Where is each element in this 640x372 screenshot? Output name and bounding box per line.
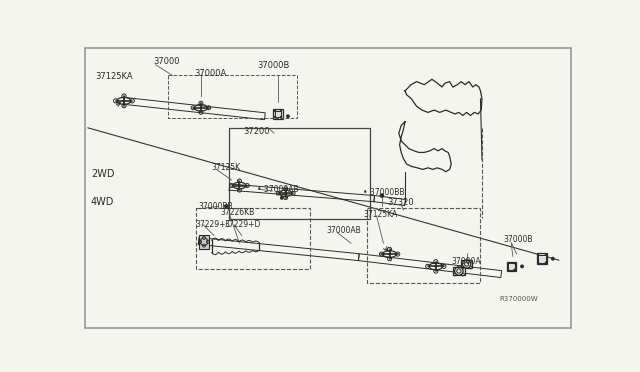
Bar [508,263,515,270]
Text: 37229+C: 37229+C [196,219,231,228]
Ellipse shape [123,99,125,102]
Text: 2WD: 2WD [91,169,115,179]
Text: 37000B: 37000B [257,61,289,70]
Ellipse shape [286,114,290,118]
Polygon shape [374,196,405,206]
Text: 37000A: 37000A [451,257,481,266]
Text: 37229+D: 37229+D [224,219,260,228]
Text: 4WD: 4WD [91,197,114,207]
Text: 37226KB: 37226KB [220,208,255,217]
Ellipse shape [545,262,547,264]
Bar [506,262,516,271]
Ellipse shape [380,193,384,198]
Bar [537,253,547,264]
Ellipse shape [507,262,509,264]
Ellipse shape [507,269,509,271]
Bar [538,255,546,263]
Bar [453,267,465,275]
Text: 37320: 37320 [387,198,414,207]
Text: 37000BB: 37000BB [198,202,233,211]
Ellipse shape [545,254,547,256]
Text: 37125KA: 37125KA [364,209,397,218]
Polygon shape [358,254,502,278]
Ellipse shape [520,264,524,268]
Ellipse shape [537,254,540,256]
Text: • 37000AB: • 37000AB [257,185,299,194]
Ellipse shape [513,269,516,271]
Ellipse shape [274,116,276,118]
Text: • 37000BB: • 37000BB [363,188,404,197]
Text: 37000: 37000 [153,57,180,66]
Ellipse shape [274,110,276,112]
Bar [273,109,282,119]
Bar [461,260,472,268]
Ellipse shape [284,192,287,195]
Ellipse shape [224,204,228,209]
Text: 37000A: 37000A [194,70,227,78]
Ellipse shape [280,116,282,118]
Polygon shape [198,238,359,261]
Bar [168,76,297,118]
Bar [196,208,310,269]
Bar [230,128,369,219]
Text: 37000AB: 37000AB [326,227,361,235]
Bar [367,208,481,283]
Ellipse shape [513,262,516,264]
Ellipse shape [388,253,391,256]
Ellipse shape [280,110,282,112]
Bar [198,235,209,249]
Text: 37125K: 37125K [211,163,240,172]
Ellipse shape [537,262,540,264]
Polygon shape [124,97,265,120]
Ellipse shape [435,265,437,268]
Bar [275,110,281,117]
Ellipse shape [238,184,241,187]
Ellipse shape [280,196,284,200]
Text: 37000B: 37000B [504,235,533,244]
Text: R370000W: R370000W [499,296,538,302]
Text: 37125KA: 37125KA [95,73,133,81]
Polygon shape [229,184,374,202]
Ellipse shape [551,257,555,261]
Text: 37200: 37200 [243,127,270,136]
Ellipse shape [200,106,202,109]
